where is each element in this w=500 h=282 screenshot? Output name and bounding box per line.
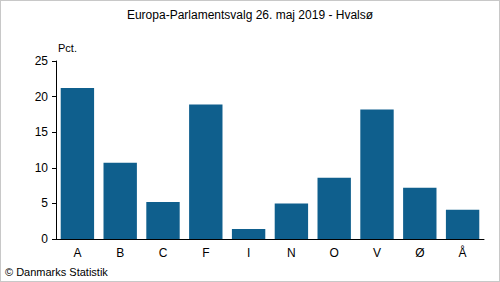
svg-text:Pct.: Pct. (58, 42, 77, 54)
svg-text:10: 10 (35, 161, 49, 175)
svg-text:C: C (159, 246, 168, 260)
svg-text:20: 20 (35, 90, 49, 104)
svg-text:A: A (73, 246, 81, 260)
svg-text:25: 25 (35, 54, 49, 68)
svg-text:Å: Å (459, 245, 467, 260)
svg-text:Europa-Parlamentsvalg 26. maj: Europa-Parlamentsvalg 26. maj 2019 - Hva… (127, 8, 374, 22)
svg-text:Ø: Ø (415, 246, 424, 260)
svg-text:I: I (247, 246, 250, 260)
svg-text:5: 5 (41, 196, 48, 210)
svg-text:© Danmarks Statistik: © Danmarks Statistik (5, 266, 108, 278)
svg-text:F: F (202, 246, 209, 260)
svg-text:N: N (287, 246, 296, 260)
svg-text:0: 0 (41, 232, 48, 246)
svg-text:O: O (330, 246, 339, 260)
svg-text:V: V (373, 246, 381, 260)
svg-text:B: B (116, 246, 124, 260)
svg-text:15: 15 (35, 125, 49, 139)
